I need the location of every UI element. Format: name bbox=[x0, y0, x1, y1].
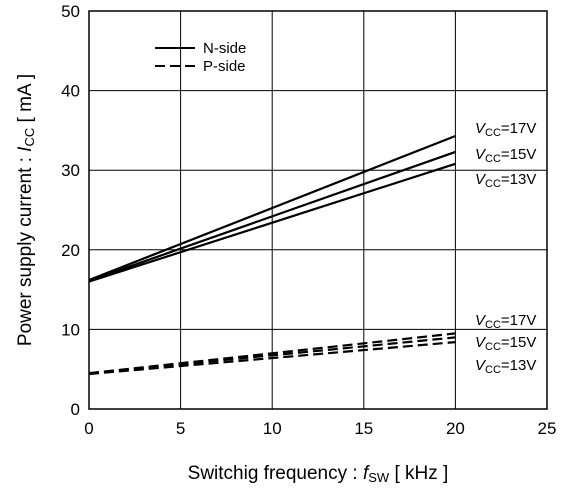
series-lines bbox=[88, 134, 456, 376]
y-tick-label: 0 bbox=[71, 400, 80, 419]
series-line bbox=[88, 162, 456, 283]
y-tick-label: 10 bbox=[61, 320, 80, 339]
x-tick-label: 0 bbox=[84, 419, 93, 438]
series-line bbox=[88, 134, 456, 282]
series-line bbox=[88, 341, 456, 376]
y-tick-label: 40 bbox=[61, 82, 80, 101]
y-tick-label: 30 bbox=[61, 161, 80, 180]
x-tick-label: 25 bbox=[538, 419, 557, 438]
series-line bbox=[88, 150, 456, 282]
series-label: VCC=15V bbox=[475, 334, 536, 353]
series-label: VCC=15V bbox=[475, 146, 536, 165]
series-labels: VCC=17V VCC=15V VCC=13V VCC=17V VCC=15V VCC=1… bbox=[475, 120, 536, 376]
x-tick-label: 20 bbox=[446, 419, 465, 438]
series-label: VCC=13V bbox=[475, 171, 536, 190]
y-tick-label: 20 bbox=[61, 241, 80, 260]
legend-label: P-side bbox=[203, 58, 246, 75]
y-tick-label: 50 bbox=[61, 2, 80, 21]
x-tick-label: 10 bbox=[263, 419, 282, 438]
series-label: VCC=17V bbox=[475, 312, 536, 331]
series-line bbox=[88, 336, 456, 375]
series-label: VCC=17V bbox=[475, 120, 536, 139]
x-tick-label: 5 bbox=[176, 419, 185, 438]
x-tick-label: 15 bbox=[354, 419, 373, 438]
x-axis-label: Switchig frequency : fSW [ kHz ] bbox=[188, 463, 449, 485]
tick-labels: 0 5 10 15 20 25 0 10 20 30 40 50 bbox=[61, 2, 556, 438]
y-axis-label: Power supply current : ICC [ mA ] bbox=[15, 74, 37, 346]
legend-label: N-side bbox=[203, 40, 246, 57]
series-label: VCC=13V bbox=[475, 357, 536, 376]
plot-frame bbox=[88, 10, 548, 410]
